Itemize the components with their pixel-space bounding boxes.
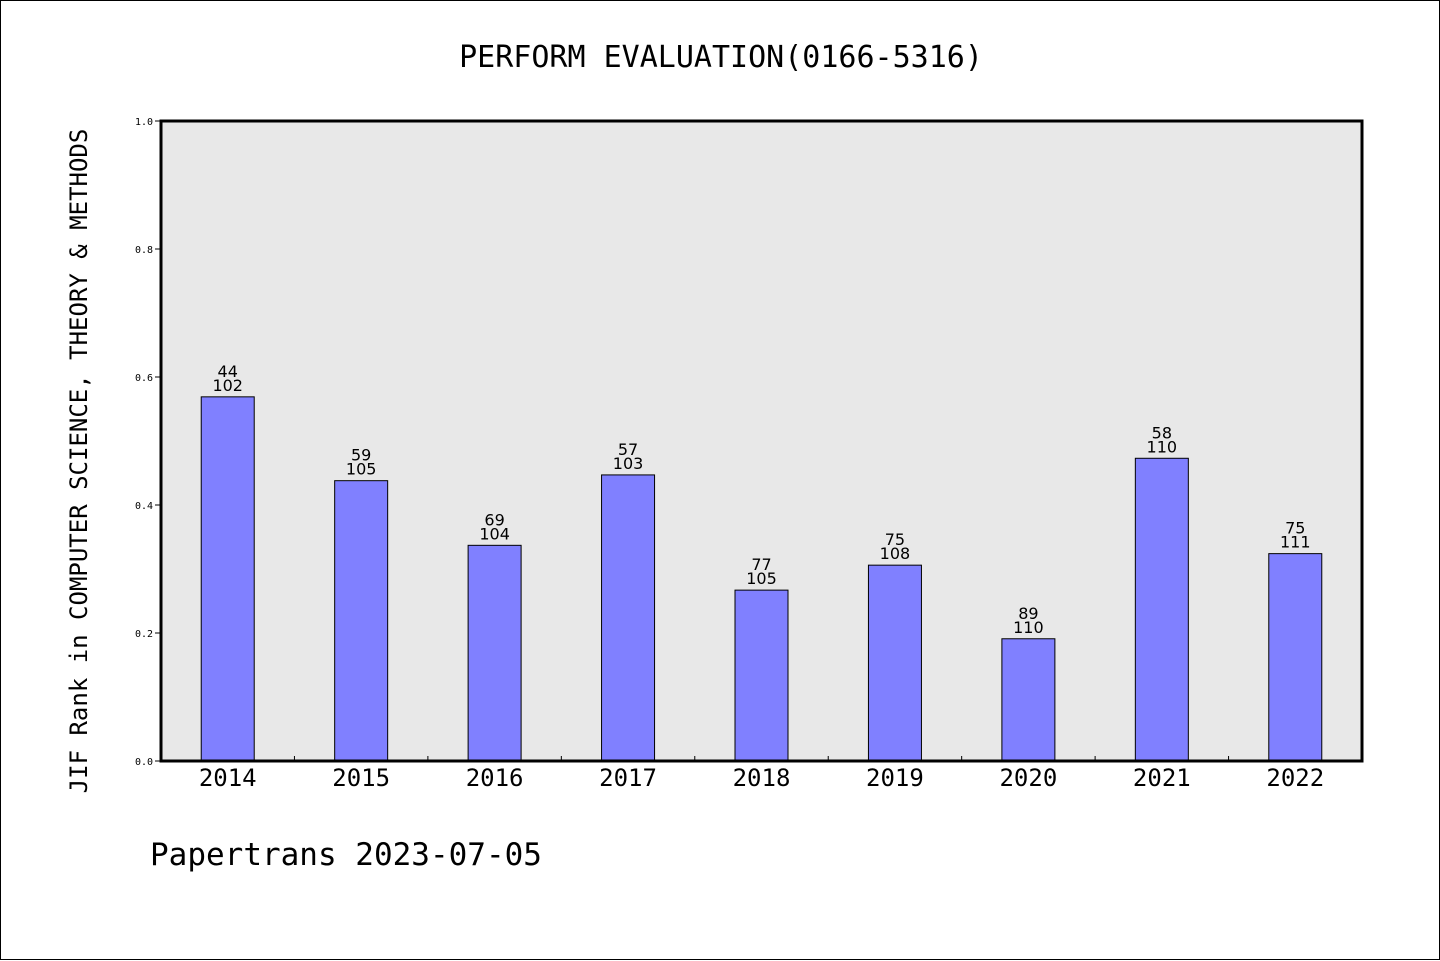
x-tick-label: 2022 — [1266, 764, 1324, 792]
plot-border — [159, 119, 1364, 763]
y-axis-ticks: 0.0 0.2 0.4 0.6 0.8 1.0 — [135, 117, 161, 768]
y-tick-label: 0.8 — [135, 245, 153, 256]
bar-2022 — [1268, 553, 1323, 762]
x-axis-ticks: 2014 2015 2016 2017 2018 2019 2020 2021 2022 — [199, 756, 1324, 792]
y-tick-label: 0.2 — [135, 629, 153, 640]
x-tick-label: 2015 — [332, 764, 390, 792]
bar-2016 — [467, 544, 522, 762]
x-tick-label: 2016 — [466, 764, 524, 792]
y-tick-label: 0.0 — [135, 757, 153, 768]
y-tick-label: 1.0 — [135, 117, 153, 128]
x-tick-label: 2017 — [599, 764, 657, 792]
bar-total-label: 102 — [212, 376, 243, 395]
bar-total-label: 105 — [746, 569, 777, 588]
bar-2015 — [334, 480, 389, 762]
bar-rank-label: 59 — [351, 446, 371, 465]
bar-rank-label: 75 — [1285, 519, 1305, 538]
bar-rank-label: 77 — [751, 555, 771, 574]
y-axis-label: JIF Rank in COMPUTER SCIENCE, THEORY & M… — [65, 129, 93, 794]
x-tick-label: 2021 — [1133, 764, 1191, 792]
bar-total-label: 110 — [1147, 437, 1178, 456]
bar-2021 — [1134, 457, 1189, 762]
bar-rank-label: 69 — [484, 510, 504, 529]
bar-total-label: 110 — [1013, 618, 1044, 637]
bar-2020 — [1001, 638, 1056, 762]
bar-total-label: 108 — [880, 544, 911, 563]
y-tick-label: 0.6 — [135, 373, 153, 384]
bar-rank-label: 44 — [218, 362, 238, 381]
bar-2018 — [734, 589, 789, 762]
bar-rank-label: 58 — [1152, 423, 1172, 442]
y-tick-label: 0.4 — [135, 501, 153, 512]
x-tick-label: 2018 — [733, 764, 791, 792]
footer-credit: Papertrans 2023-07-05 — [150, 837, 542, 873]
chart-title: PERFORM EVALUATION(0166-5316) — [459, 40, 983, 75]
bars — [200, 396, 1323, 762]
bar-total-label: 105 — [346, 460, 377, 479]
bar-total-label: 103 — [613, 454, 644, 473]
bar-total-label: 111 — [1280, 533, 1311, 552]
bar-2014 — [200, 396, 255, 762]
bar-total-label: 104 — [479, 524, 510, 543]
bar-2019 — [867, 564, 922, 762]
bar-rank-label: 89 — [1018, 604, 1038, 623]
bar-rank-label: 75 — [885, 530, 905, 549]
x-tick-label: 2020 — [999, 764, 1057, 792]
bar-rank-label: 57 — [618, 440, 638, 459]
x-tick-label: 2019 — [866, 764, 924, 792]
bar-2017 — [601, 474, 656, 762]
bar-labels: 4410259105691045710377105751088911058110… — [212, 362, 1310, 637]
x-tick-label: 2014 — [199, 764, 257, 792]
